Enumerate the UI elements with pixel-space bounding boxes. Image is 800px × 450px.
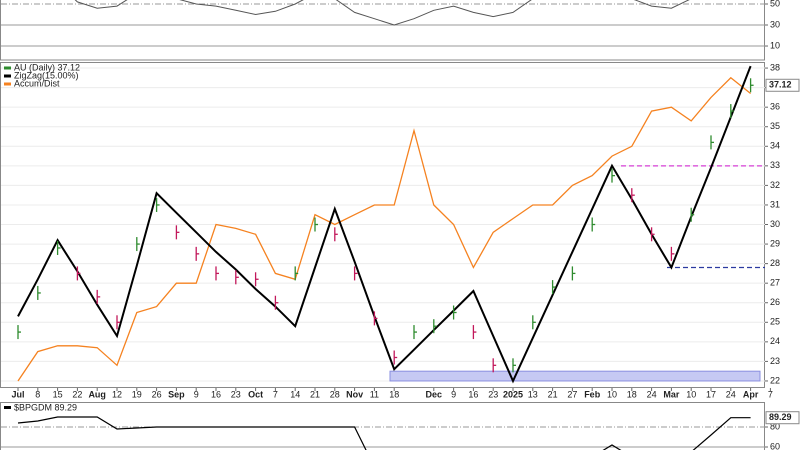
y-tick-label: 80	[770, 421, 780, 431]
y-tick-label: 38	[770, 62, 780, 72]
x-tick-label: 23	[231, 389, 241, 399]
y-tick-label: 24	[770, 336, 780, 346]
x-tick-label: 12	[112, 389, 122, 399]
legend-entry: $BPGDM 89.29	[14, 402, 77, 412]
x-tick-label: 11	[370, 389, 379, 399]
x-tick-label: 22	[72, 389, 82, 399]
x-tick-label: 9	[194, 389, 199, 399]
x-tick-label: 21	[548, 389, 558, 399]
x-tick-label: 16	[468, 389, 478, 399]
y-tick-label: 35	[770, 121, 780, 131]
x-tick-label: Jul	[11, 389, 24, 399]
x-tick-label: 7	[768, 389, 773, 399]
plot-area	[1, 65, 765, 384]
y-tick-label: 27	[770, 278, 780, 288]
x-tick-label: 28	[330, 389, 340, 399]
plot-area	[1, 0, 765, 47]
x-tick-label: Apr	[743, 389, 759, 399]
x-tick-label: Sep	[168, 389, 185, 399]
y-tick-label: 22	[770, 375, 780, 385]
y-tick-label: 36	[770, 102, 780, 112]
y-tick-label: 31	[770, 199, 780, 209]
legend-swatch	[4, 406, 11, 409]
legend-swatch	[4, 66, 11, 70]
x-tick-label: Feb	[584, 389, 601, 399]
x-tick-label: 26	[152, 389, 162, 399]
x-tick-label: Nov	[346, 389, 363, 399]
legend-swatch	[4, 82, 11, 86]
x-tick-label: Dec	[426, 389, 443, 399]
last-value-label: 37.12	[769, 80, 792, 90]
x-tick-label: 15	[53, 389, 63, 399]
x-tick-label: 7	[273, 389, 278, 399]
last-value-box	[765, 78, 800, 92]
accum-dist-line	[17, 76, 752, 382]
y-tick-label: 23	[770, 356, 780, 366]
y-tick-label: 30	[770, 19, 780, 29]
legend-entry: ZigZag(15.00%)	[14, 70, 79, 80]
x-tick-label: 9	[451, 389, 456, 399]
x-tick-label: 14	[290, 389, 300, 399]
legend-swatch	[4, 74, 11, 78]
legend-entry: Accum/Dist	[14, 78, 60, 88]
rsi-line	[74, 0, 690, 26]
breadth-line	[17, 416, 751, 450]
x-tick-label: 16	[211, 389, 221, 399]
x-tick-label: 10	[607, 389, 617, 399]
y-tick-label: 29	[770, 238, 780, 248]
x-tick-label: Aug	[88, 389, 106, 399]
x-tick-label: 24	[647, 389, 657, 399]
y-tick-label: 50	[770, 0, 780, 8]
x-tick-label: 27	[567, 389, 577, 399]
x-tick-label: Oct	[248, 389, 263, 399]
legend-entry: AU (Daily) 37.12	[14, 62, 80, 72]
y-tick-label: 28	[770, 258, 780, 268]
y-tick-label: 26	[770, 297, 780, 307]
y-tick-label: 60	[770, 441, 780, 450]
last-value-label: 89.29	[769, 412, 792, 422]
last-value-box	[765, 411, 800, 425]
x-tick-label: 18	[627, 389, 637, 399]
x-tick-label: 13	[528, 389, 538, 399]
x-tick-label: 18	[389, 389, 399, 399]
x-tick-label: 24	[726, 389, 736, 399]
x-tick-label: 17	[706, 389, 716, 399]
rsi-panel	[0, 0, 765, 61]
plot-area	[1, 416, 765, 450]
x-tick-label: 23	[488, 389, 498, 399]
x-tick-label: 21	[310, 389, 320, 399]
x-tick-label: 19	[132, 389, 142, 399]
y-tick-label: 34	[770, 141, 780, 151]
y-tick-label: 32	[770, 180, 780, 190]
x-tick-label: Mar	[663, 389, 680, 399]
y-tick-label: 30	[770, 219, 780, 229]
x-tick-label: 2025	[503, 389, 523, 399]
x-tick-label: 8	[35, 389, 40, 399]
y-tick-label: 10	[770, 40, 780, 50]
x-tick-label: 10	[686, 389, 696, 399]
zigzag-line	[17, 65, 752, 384]
support-band	[389, 370, 761, 382]
y-tick-label: 25	[770, 317, 780, 327]
y-tick-label: 33	[770, 160, 780, 170]
